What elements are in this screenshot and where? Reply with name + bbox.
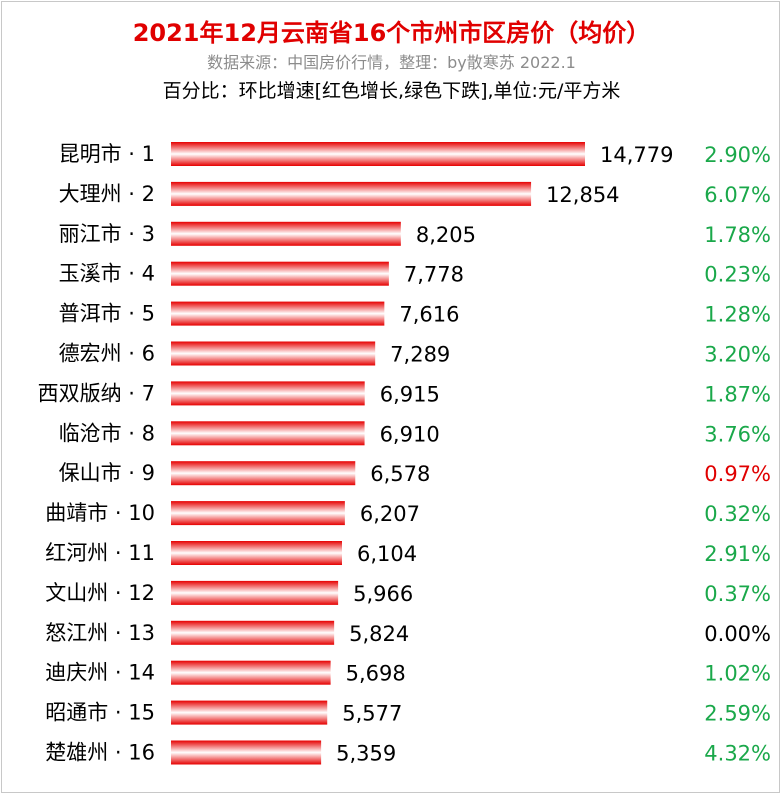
bar bbox=[171, 660, 331, 685]
category-label: 红河州 · 11 bbox=[45, 541, 155, 565]
pct-change-label: 4.32% bbox=[704, 742, 771, 766]
category-label: 怒江州 · 13 bbox=[45, 621, 155, 645]
value-label: 7,289 bbox=[390, 343, 450, 367]
bar bbox=[171, 142, 585, 166]
chart-title: 2021年12月云南省16个市州市区房价（均价） bbox=[132, 19, 651, 47]
value-label: 12,854 bbox=[546, 183, 619, 207]
category-label: 德宏州 · 6 bbox=[59, 342, 155, 366]
pct-change-label: 0.97% bbox=[704, 462, 771, 486]
category-label: 西双版纳 · 7 bbox=[38, 381, 155, 405]
category-label: 丽江市 · 3 bbox=[59, 222, 155, 246]
value-label: 5,824 bbox=[349, 622, 409, 646]
bar bbox=[171, 261, 389, 286]
category-label: 曲靖市 · 10 bbox=[45, 501, 155, 525]
bar bbox=[171, 421, 365, 446]
pct-change-label: 2.59% bbox=[704, 702, 771, 726]
value-label: 5,966 bbox=[353, 582, 413, 606]
value-label: 6,910 bbox=[380, 422, 440, 446]
pct-change-label: 0.00% bbox=[704, 622, 771, 646]
category-label: 保山市 · 9 bbox=[59, 461, 155, 485]
bar bbox=[171, 700, 328, 725]
bar bbox=[171, 341, 376, 366]
pct-change-label: 3.76% bbox=[704, 422, 771, 446]
bar bbox=[171, 381, 365, 406]
value-label: 8,205 bbox=[416, 223, 476, 247]
bar bbox=[171, 181, 532, 206]
value-label: 7,616 bbox=[399, 303, 459, 327]
pct-change-label: 1.02% bbox=[704, 662, 771, 686]
pct-change-label: 0.23% bbox=[704, 263, 771, 287]
pct-change-label: 0.32% bbox=[704, 502, 771, 526]
pct-change-label: 2.90% bbox=[704, 143, 771, 167]
category-label: 迪庆州 · 14 bbox=[45, 661, 155, 685]
pct-change-label: 1.87% bbox=[704, 382, 771, 406]
value-label: 6,207 bbox=[360, 502, 420, 526]
category-label: 临沧市 · 8 bbox=[59, 421, 155, 445]
category-label: 昆明市 · 1 bbox=[59, 142, 155, 166]
bar bbox=[171, 580, 339, 605]
value-label: 6,104 bbox=[357, 542, 417, 566]
chart-subtitle: 数据来源：中国房价行情，整理：by散寒苏 2022.1 bbox=[207, 53, 576, 72]
category-label: 大理州 · 2 bbox=[59, 182, 155, 206]
bar bbox=[171, 541, 342, 565]
pct-change-label: 0.37% bbox=[704, 582, 771, 606]
value-label: 7,778 bbox=[404, 263, 464, 287]
category-label: 玉溪市 · 4 bbox=[59, 262, 155, 286]
value-label: 6,915 bbox=[380, 382, 440, 406]
bar bbox=[171, 301, 385, 326]
value-label: 6,578 bbox=[370, 462, 430, 486]
pct-change-label: 2.91% bbox=[704, 542, 771, 566]
category-label: 楚雄州 · 16 bbox=[45, 741, 155, 765]
category-label: 昭通市 · 15 bbox=[45, 701, 155, 725]
bar bbox=[171, 461, 356, 486]
pct-change-label: 3.20% bbox=[704, 343, 771, 367]
value-label: 14,779 bbox=[600, 143, 673, 167]
bar bbox=[171, 221, 401, 246]
category-label: 文山州 · 12 bbox=[45, 581, 155, 605]
category-label: 普洱市 · 5 bbox=[59, 302, 155, 326]
pct-change-label: 1.28% bbox=[704, 303, 771, 327]
value-label: 5,698 bbox=[346, 662, 406, 686]
chart-note: 百分比：环比增速[红色增长,绿色下跌],单位:元/平方米 bbox=[162, 80, 621, 102]
bar bbox=[171, 740, 322, 765]
bars-group: 昆明市 · 1 14,779 2.90% 大理州 · 2 12,854 6.07% 丽江市 … bbox=[38, 142, 771, 766]
pct-change-label: 1.78% bbox=[704, 223, 771, 247]
value-label: 5,359 bbox=[336, 742, 396, 766]
bar bbox=[171, 620, 335, 645]
bar bbox=[171, 501, 345, 526]
pct-change-label: 6.07% bbox=[704, 183, 771, 207]
value-label: 5,577 bbox=[342, 702, 402, 726]
